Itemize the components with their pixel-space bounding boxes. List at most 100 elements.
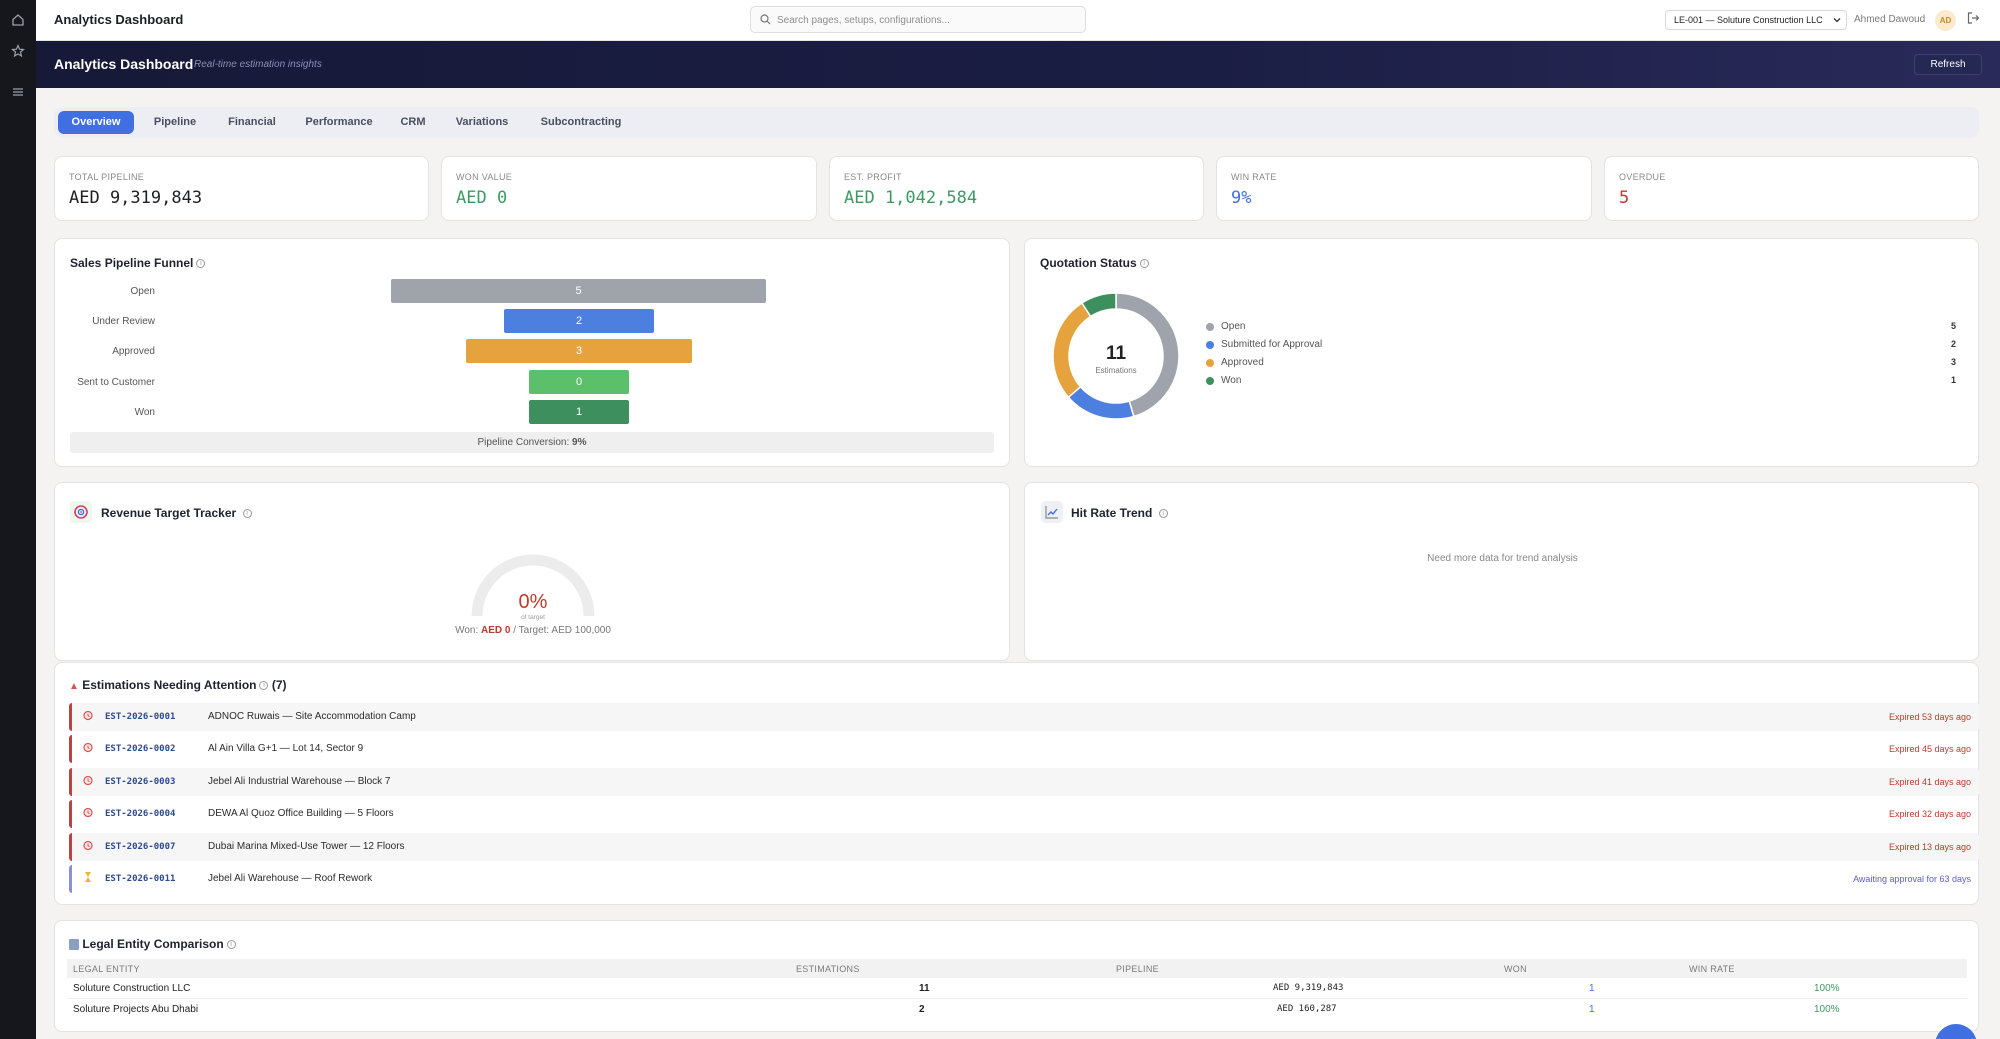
legal-entity-card: Legal Entity Comparison i LEGAL ENTITY ES…	[54, 920, 1979, 1032]
funnel-bar[interactable]: 3	[466, 339, 692, 363]
tab-overview[interactable]: Overview	[58, 111, 134, 134]
chat-launcher-button[interactable]	[1935, 1024, 1977, 1039]
tab-variations[interactable]: Variations	[455, 116, 509, 128]
column-header[interactable]: WIN RATE	[1689, 964, 1735, 974]
estimation-name: Al Ain Villa G+1 — Lot 14, Sector 9	[208, 743, 364, 755]
estimation-id-link[interactable]: EST-2026-0007	[105, 841, 176, 852]
kpi-value: AED 9,319,843	[69, 188, 203, 208]
search-input[interactable]	[777, 12, 1077, 28]
legend-count: 3	[1950, 357, 1956, 367]
attention-row[interactable]: EST-2026-0004 DEWA Al Quoz Office Buildin…	[69, 800, 1979, 829]
column-header[interactable]: PIPELINE	[1116, 964, 1159, 974]
legend-label: Submitted for Approval	[1221, 339, 1323, 350]
target-icon	[70, 501, 92, 523]
funnel-bar[interactable]: 5	[391, 279, 766, 303]
info-icon[interactable]: i	[226, 940, 236, 950]
revenue-target-tracker-card: Revenue Target Tracker i 0% of target Wo…	[54, 482, 1010, 661]
estimation-id-link[interactable]: EST-2026-0002	[105, 744, 176, 755]
tab-crm[interactable]: CRM	[400, 116, 426, 128]
legal-entity-value: LE-001 — Soluture Construction LLC	[1674, 15, 1823, 25]
donut-slice-won[interactable]	[1080, 292, 1117, 318]
home-icon[interactable]	[9, 11, 27, 29]
pipeline-value: AED 9,319,843	[1273, 983, 1344, 993]
trend-icon	[1041, 501, 1063, 523]
info-icon[interactable]: i	[1158, 509, 1168, 519]
legend-count: 1	[1950, 375, 1956, 385]
entity-name: Soluture Construction LLC	[73, 983, 191, 994]
column-header[interactable]: ESTIMATIONS	[796, 964, 860, 974]
legend-item-approved[interactable]: Approved 3	[1206, 356, 1956, 372]
revenue-title: Revenue Target Tracker	[101, 506, 237, 520]
tab-performance[interactable]: Performance	[305, 116, 373, 128]
app-title: Analytics Dashboard	[54, 12, 184, 27]
card-title: Hit Rate Trend i	[1071, 506, 1168, 520]
estimation-name: Dubai Marina Mixed-Use Tower — 12 Floors	[208, 840, 405, 852]
quotation-title: Quotation Status	[1040, 256, 1137, 270]
card-title: Legal Entity Comparison i	[69, 937, 236, 951]
status-text: Awaiting approval for 63 days	[1853, 874, 1971, 884]
card-title: Sales Pipeline Funnel i	[70, 256, 206, 270]
donut-total-label: Estimations	[1095, 366, 1136, 375]
funnel-bar[interactable]: 2	[504, 309, 654, 333]
kpi-est-profit: EST. PROFIT AED 1,042,584	[829, 156, 1204, 221]
estimation-name: ADNOC Ruwais — Site Accommodation Camp	[208, 711, 416, 722]
legend-item-submitted[interactable]: Submitted for Approval 2	[1206, 338, 1956, 354]
attention-row[interactable]: EST-2026-0003 Jebel Ali Industrial Wareho…	[69, 767, 1979, 796]
logout-icon[interactable]	[1966, 11, 1980, 28]
pipeline-value: AED 160,287	[1277, 1004, 1337, 1014]
star-icon[interactable]	[9, 42, 27, 60]
refresh-button[interactable]: Refresh	[1914, 54, 1982, 75]
top-bar: Analytics Dashboard LE-001 — Soluture Co…	[36, 0, 2000, 41]
legend-count: 2	[1950, 339, 1956, 349]
column-header[interactable]: LEGAL ENTITY	[73, 964, 140, 974]
attention-row[interactable]: EST-2026-0001 ADNOC Ruwais — Site Accommo…	[69, 703, 1979, 731]
card-title: Quotation Status i	[1040, 256, 1149, 270]
funnel-title: Sales Pipeline Funnel	[70, 256, 194, 270]
search-box[interactable]	[750, 6, 1086, 33]
donut-slice-approved[interactable]	[1052, 301, 1092, 399]
alarm-clock-icon	[82, 806, 94, 821]
donut-slice-submitted-for-approval[interactable]	[1067, 385, 1135, 420]
status-text: Expired 53 days ago	[1888, 712, 1971, 722]
status-text: Expired 41 days ago	[1888, 776, 1971, 787]
estimation-id-link[interactable]: EST-2026-0001	[105, 712, 176, 722]
funnel-bar[interactable]: 1	[529, 400, 629, 424]
empty-state-text: Need more data for trend analysis	[1427, 553, 1578, 564]
funnel-bar[interactable]: 0	[529, 370, 629, 394]
left-rail	[0, 0, 36, 1039]
legend-item-open[interactable]: Open 5	[1206, 320, 1956, 336]
user-name: Ahmed Dawoud	[1854, 14, 1926, 25]
estimation-id-link[interactable]: EST-2026-0011	[105, 874, 176, 884]
menu-icon[interactable]	[9, 83, 27, 101]
info-icon[interactable]: i	[1139, 259, 1149, 269]
tab-financial[interactable]: Financial	[228, 116, 276, 128]
info-icon[interactable]: i	[242, 509, 252, 519]
avatar[interactable]: AD	[1935, 10, 1956, 31]
attention-row[interactable]: EST-2026-0011 Jebel Ali Warehouse — Roof …	[69, 865, 1979, 893]
info-icon[interactable]: i	[259, 681, 269, 691]
estimation-id-link[interactable]: EST-2026-0003	[105, 776, 176, 787]
attention-row[interactable]: EST-2026-0007 Dubai Marina Mixed-Use Towe…	[69, 832, 1979, 861]
legend-item-won[interactable]: Won 1	[1206, 374, 1956, 390]
legal-entity-select[interactable]: LE-001 — Soluture Construction LLC	[1665, 10, 1847, 30]
estimation-id-link[interactable]: EST-2026-0004	[105, 809, 176, 820]
funnel-stage-label: Approved	[112, 346, 155, 357]
kpi-value: 5	[1619, 188, 1630, 208]
estimation-name: DEWA Al Quoz Office Building — 5 Floors	[208, 808, 394, 820]
page-title: Analytics Dashboard	[54, 56, 194, 72]
kpi-value: AED 0	[456, 188, 508, 208]
kpi-total-pipeline: TOTAL PIPELINE AED 9,319,843	[54, 156, 429, 221]
kpi-win-rate: WIN RATE 9%	[1216, 156, 1592, 221]
column-header[interactable]: WON	[1504, 964, 1527, 974]
entity-name: Soluture Projects Abu Dhabi	[73, 1004, 199, 1015]
tab-subcontracting[interactable]: Subcontracting	[540, 116, 622, 128]
tab-pipeline[interactable]: Pipeline	[153, 116, 197, 128]
won-count: 1	[1589, 1004, 1595, 1015]
kpi-label: TOTAL PIPELINE	[69, 172, 145, 182]
info-icon[interactable]: i	[196, 259, 206, 269]
table-row[interactable]: Soluture Construction LLC 11 AED 9,319,8…	[67, 978, 1967, 999]
attention-title: Estimations Needing Attention	[82, 678, 257, 692]
funnel-stage-label: Open	[130, 286, 155, 297]
table-row[interactable]: Soluture Projects Abu Dhabi 2 AED 160,28…	[67, 999, 1967, 1020]
attention-row[interactable]: EST-2026-0002 Al Ain Villa G+1 — Lot 14, …	[69, 735, 1979, 764]
